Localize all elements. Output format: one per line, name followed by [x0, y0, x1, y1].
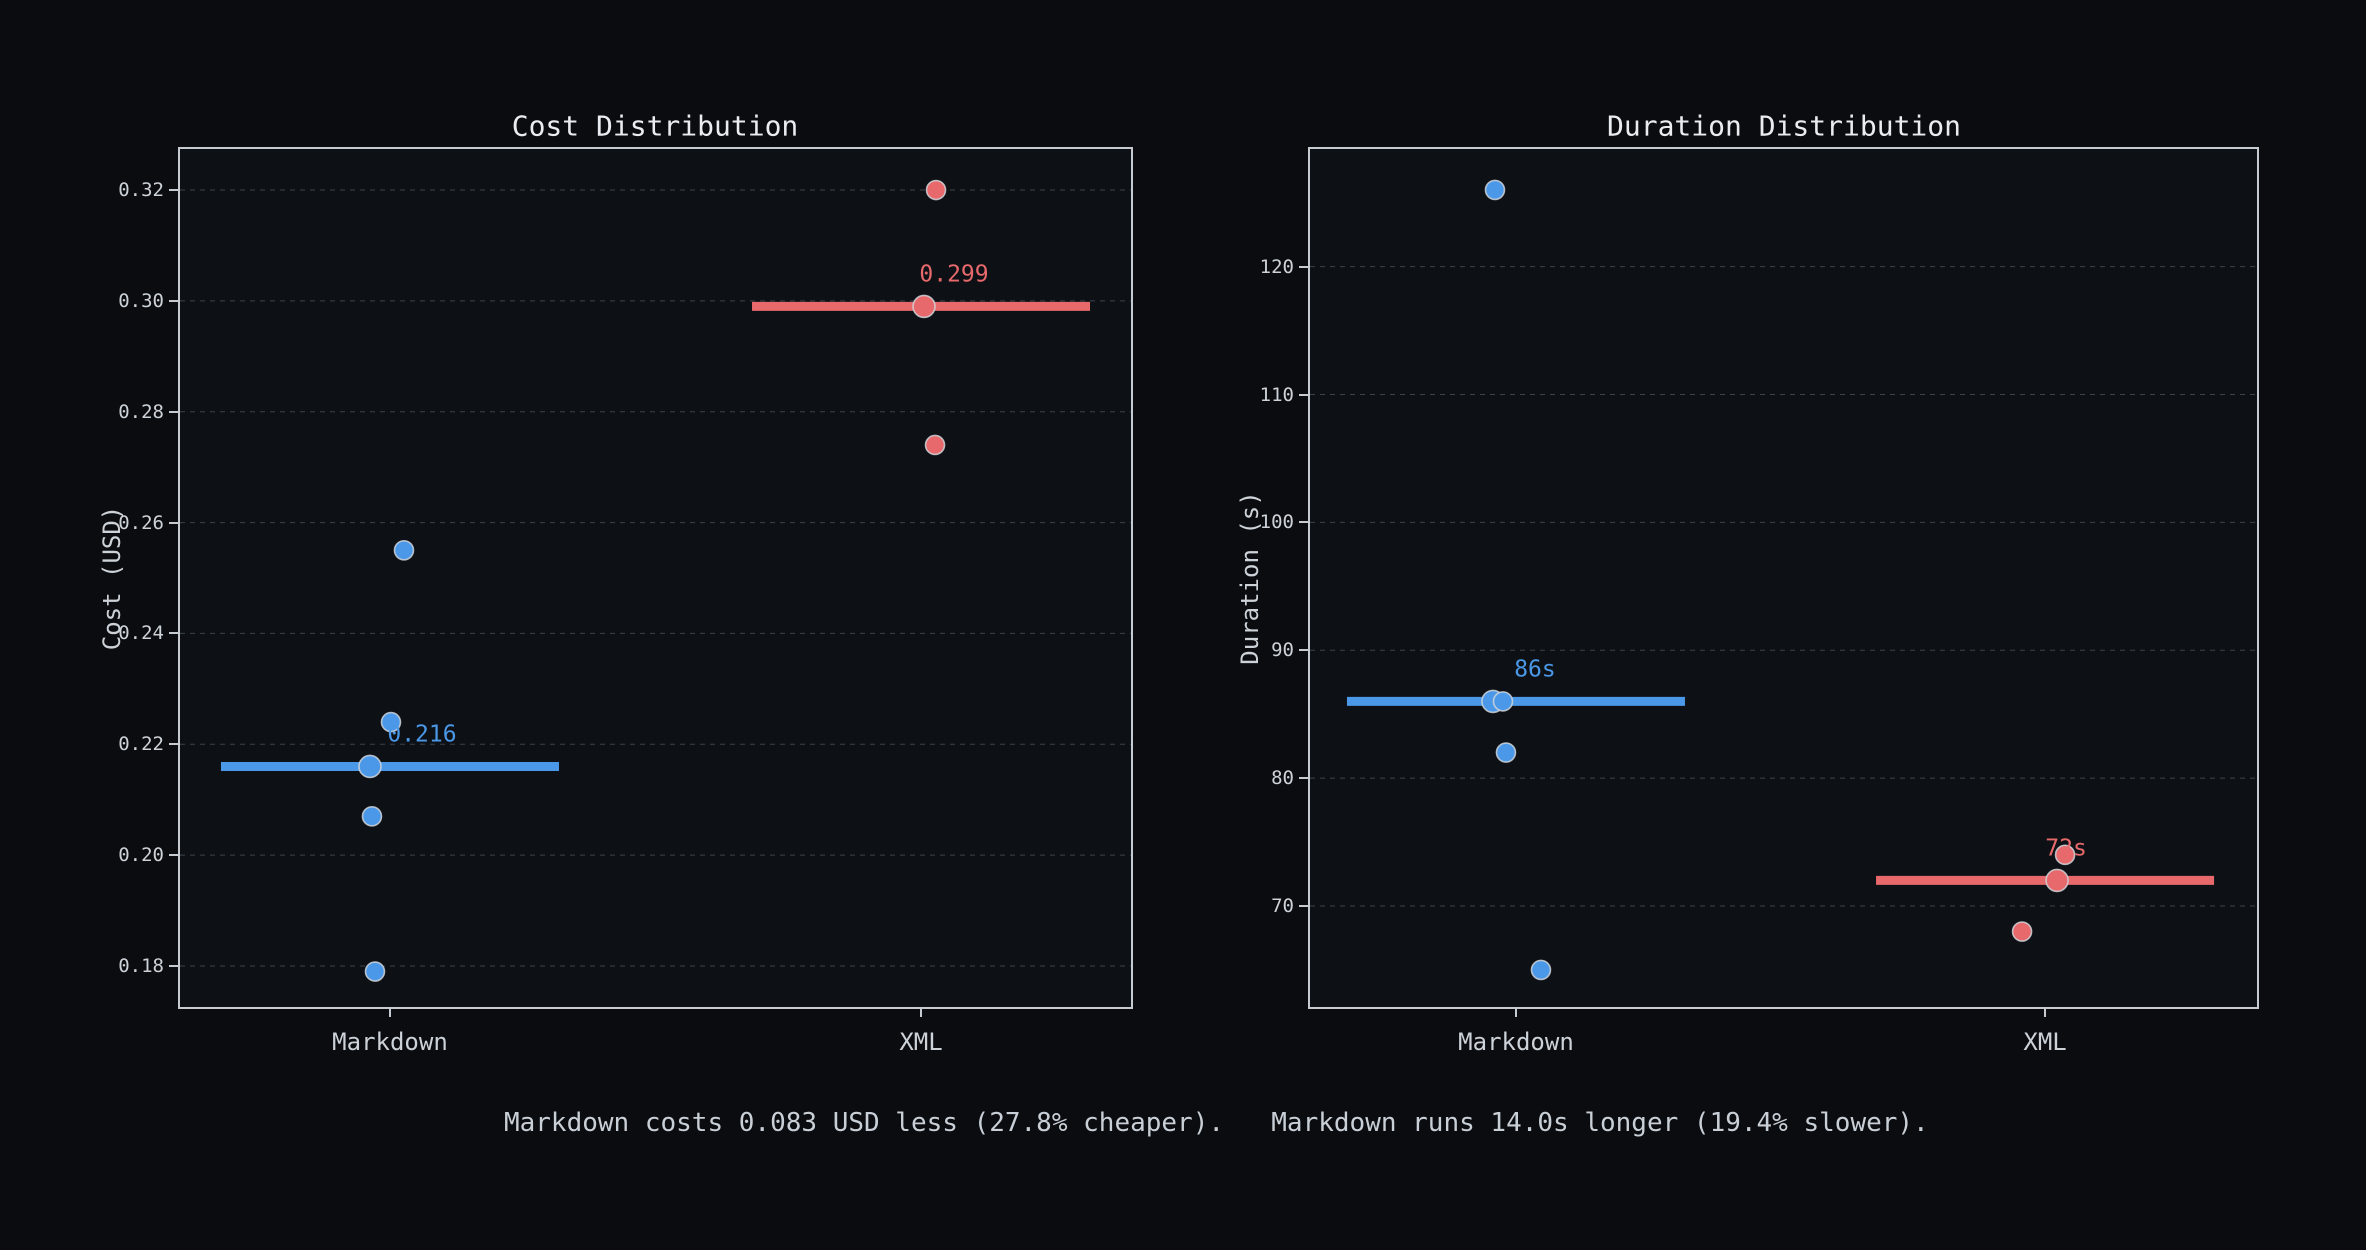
y-tick-label: 80: [1271, 767, 1294, 790]
data-point: [2011, 921, 2033, 942]
plot-svg: 0.216 0.299: [180, 179, 1131, 982]
y-tick-label: 0.22: [118, 733, 164, 756]
duration-distribution-chart: 86s 72s: [1308, 147, 2259, 1009]
y-tick-mark: [169, 743, 178, 746]
cost-summary-text: Markdown costs 0.083 USD less (27.8% che…: [503, 1108, 1225, 1138]
y-tick-label: 120: [1259, 255, 1294, 278]
x-tick-mark: [920, 1009, 923, 1017]
y-tick-mark: [169, 854, 178, 857]
median-point: [358, 754, 382, 779]
x-tick-mark: [1514, 1009, 1517, 1017]
y-tick-label: 0.26: [118, 511, 164, 534]
y-tick-label: 70: [1271, 894, 1294, 917]
chart-title: Cost Distribution: [511, 109, 799, 143]
data-point: [1484, 179, 1506, 201]
median-value-label: 0.216: [387, 721, 456, 747]
y-tick-mark: [1299, 649, 1308, 652]
y-tick-mark: [169, 189, 178, 191]
x-tick-label: XML: [899, 1028, 943, 1056]
x-tick-mark: [2044, 1009, 2047, 1017]
data-point: [393, 539, 415, 561]
y-tick-label: 110: [1259, 383, 1294, 406]
y-tick-mark: [169, 299, 178, 302]
cost-distribution-chart: 0.216 0.299: [178, 147, 1133, 1009]
median-point: [2045, 868, 2069, 893]
y-tick-mark: [1299, 521, 1308, 524]
y-tick-mark: [1299, 777, 1308, 780]
y-tick-label: 0.24: [118, 622, 164, 645]
y-tick-mark: [169, 964, 178, 967]
y-tick-mark: [1299, 904, 1308, 907]
y-tick-label: 0.30: [118, 289, 164, 312]
y-tick-mark: [169, 410, 178, 413]
x-tick-label: Markdown: [332, 1028, 448, 1056]
y-tick-label: 0.20: [118, 844, 164, 867]
data-point: [1495, 742, 1517, 763]
median-point: [912, 294, 936, 319]
chart-title: Duration Distribution: [1606, 109, 1962, 143]
median-value-label: 72s: [2045, 835, 2087, 861]
y-tick-label: 0.32: [118, 179, 164, 201]
data-point: [1530, 959, 1552, 981]
duration-summary-text: Markdown runs 14.0s longer (19.4% slower…: [1271, 1108, 1929, 1138]
data-point: [924, 434, 946, 456]
plot-svg: 86s 72s: [1310, 179, 2257, 981]
y-tick-label: 0.18: [118, 954, 164, 977]
data-point: [361, 806, 383, 827]
y-tick-mark: [1299, 393, 1308, 396]
y-tick-mark: [169, 632, 178, 635]
y-tick-label: 90: [1271, 639, 1294, 662]
x-tick-mark: [388, 1009, 391, 1017]
x-tick-label: Markdown: [1458, 1028, 1574, 1056]
data-point: [925, 179, 947, 201]
y-tick-mark: [169, 521, 178, 524]
median-value-label: 0.299: [919, 261, 988, 287]
data-point: [364, 961, 386, 982]
data-point: [1492, 691, 1514, 712]
y-tick-mark: [1299, 265, 1308, 268]
data-point: [380, 711, 402, 733]
y-tick-label: 100: [1259, 511, 1294, 534]
y-tick-label: 0.28: [118, 400, 164, 423]
data-point: [2054, 844, 2076, 866]
median-value-label: 86s: [1514, 656, 1556, 682]
x-tick-label: XML: [2023, 1028, 2067, 1056]
